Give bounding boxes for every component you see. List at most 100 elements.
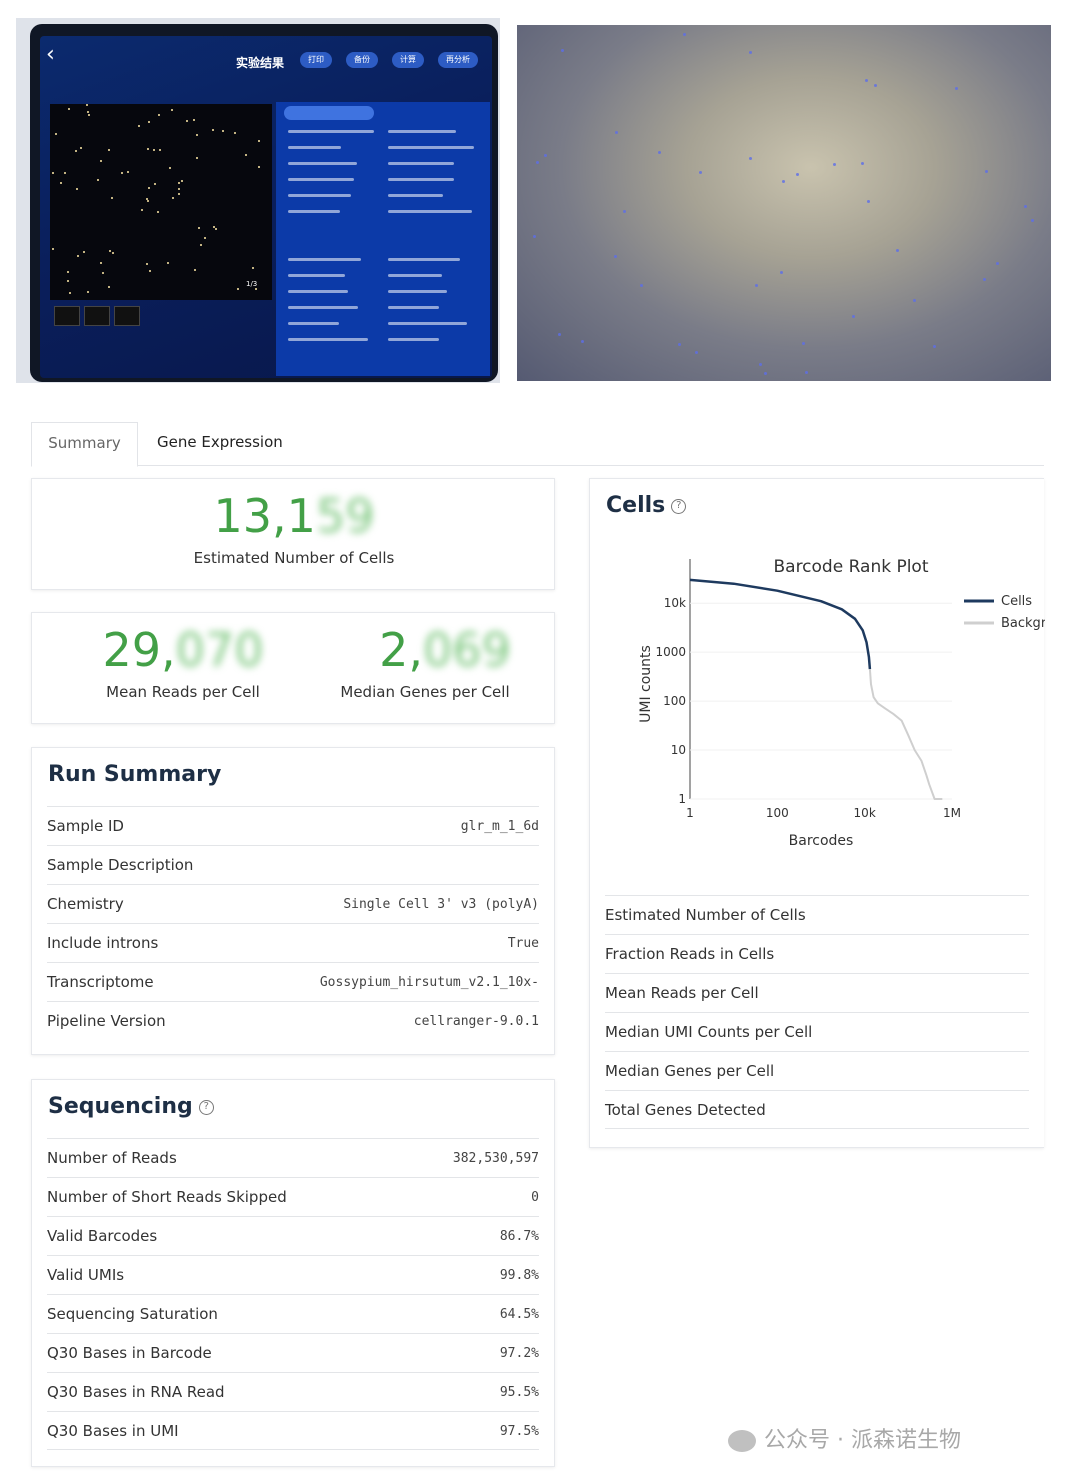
cell-speck	[199, 244, 202, 247]
cell-speck	[698, 170, 702, 174]
cell-speck	[560, 48, 564, 52]
x-tick-label: 10k	[854, 806, 876, 820]
cell-speck	[833, 163, 837, 167]
cell-speck	[172, 196, 175, 199]
cell-speck	[51, 247, 54, 250]
cell-speck	[212, 225, 215, 228]
row-key: Chemistry	[47, 895, 124, 913]
tablet-text-line	[288, 146, 342, 149]
table-row: Number of Short Reads Skipped 0	[47, 1177, 539, 1216]
table-row: Mean Reads per Cell	[605, 973, 1029, 1012]
tablet-text-line	[388, 146, 474, 149]
cell-speck	[60, 182, 63, 185]
cell-speck	[67, 107, 70, 110]
row-key: Valid UMIs	[47, 1266, 125, 1284]
row-key: Number of Short Reads Skipped	[47, 1188, 287, 1206]
cell-speck	[108, 249, 111, 252]
row-value: True	[507, 936, 539, 951]
tablet-text-line	[288, 274, 345, 277]
tab-summary[interactable]: Summary	[31, 422, 138, 467]
tablet-text-line	[388, 194, 444, 197]
row-key: Fraction Reads in Cells	[605, 945, 775, 963]
fluorescence-view: 1/3	[50, 104, 272, 300]
row-key: Median Genes per Cell	[605, 1062, 775, 1080]
help-icon[interactable]: ?	[198, 1099, 214, 1115]
thumbnail	[114, 306, 140, 326]
x-tick-label: 1M	[943, 806, 961, 820]
cell-speck	[233, 131, 236, 134]
cell-speck	[75, 150, 78, 153]
cell-speck	[112, 252, 114, 255]
cell-speck	[152, 148, 155, 151]
cell-speck	[141, 208, 144, 211]
mean-reads-label: Mean Reads per Cell	[106, 683, 260, 701]
tablet-button-compute: 计算	[392, 52, 424, 68]
help-icon[interactable]: ?	[671, 498, 687, 514]
estimated-cells-value: 13,159	[213, 489, 375, 543]
barcode-rank-plot[interactable]: Barcode Rank Plot 1 10 100 1000 10k 1 100 10k 1M B…	[590, 539, 1045, 879]
cell-speck	[186, 120, 189, 123]
cell-speck	[181, 180, 184, 183]
tablet-text-line	[388, 274, 443, 277]
cell-speck	[55, 133, 58, 136]
cell-speck	[120, 171, 123, 174]
series-line-cells	[689, 578, 872, 670]
sequencing-title-text: Sequencing	[48, 1094, 193, 1119]
row-key: Total Genes Detected	[605, 1101, 766, 1119]
cell-speck	[148, 187, 151, 190]
cell-speck	[96, 178, 99, 181]
tablet-text-line	[288, 322, 340, 325]
cell-speck	[779, 270, 783, 274]
cell-speck	[146, 200, 149, 203]
row-key: Pipeline Version	[47, 1012, 166, 1030]
cells-card: Cells? Barcode Rank Plot 1 10 100 1000 10k 1 10…	[589, 478, 1045, 1148]
table-row: Chemistry Single Cell 3' v3 (polyA)	[47, 884, 539, 923]
x-tick-label: 100	[766, 806, 789, 820]
cell-speck	[86, 111, 89, 114]
cell-speck	[147, 148, 150, 151]
table-row: Sample ID glr_m_1_6d	[47, 806, 539, 845]
cells-title: Cells?	[606, 493, 687, 518]
mean-reads-value: 29,070	[102, 623, 264, 677]
cell-speck	[852, 315, 856, 319]
tablet-text-line	[388, 306, 440, 309]
cell-speck	[170, 108, 173, 111]
cell-speck	[79, 146, 82, 149]
cell-speck	[749, 51, 753, 55]
cell-speck	[658, 150, 662, 154]
row-value: cellranger-9.0.1	[413, 1014, 539, 1029]
cell-speck	[995, 262, 999, 266]
cell-speck	[196, 134, 199, 137]
cell-speck	[580, 339, 584, 343]
median-genes-value: 2,069	[379, 623, 511, 677]
cell-speck	[137, 124, 140, 127]
estimated-cells-label: Estimated Number of Cells	[193, 549, 395, 567]
cell-speck	[178, 182, 181, 185]
cell-speck	[107, 148, 110, 151]
table-row: Median Genes per Cell	[605, 1051, 1029, 1090]
cell-speck	[211, 129, 214, 132]
row-key: Sample ID	[47, 817, 124, 835]
tablet-text-line	[288, 130, 374, 133]
cell-speck	[804, 371, 808, 375]
row-key: Mean Reads per Cell	[605, 984, 759, 1002]
tab-gene-expression[interactable]: Gene Expression	[157, 433, 283, 451]
tablet-text-line	[388, 210, 473, 213]
run-summary-card: Run Summary Sample ID glr_m_1_6d Sample D…	[31, 747, 555, 1055]
cell-speck	[1030, 219, 1034, 223]
table-row: Estimated Number of Cells	[605, 895, 1029, 934]
x-tick-label: 1	[686, 806, 694, 820]
cell-speck	[196, 157, 199, 160]
cell-speck	[83, 250, 86, 253]
table-row: Pipeline Version cellranger-9.0.1	[47, 1001, 539, 1040]
row-value: 0	[531, 1190, 539, 1205]
cell-speck	[557, 333, 561, 337]
sequencing-card: Sequencing? Number of Reads 382,530,597 N…	[31, 1079, 555, 1467]
chart-title: Barcode Rank Plot	[773, 557, 928, 577]
cell-speck	[204, 236, 207, 239]
table-row: Q30 Bases in Barcode 97.2%	[47, 1333, 539, 1372]
tablet-text-line	[288, 306, 359, 309]
tablet-text-line	[388, 322, 468, 325]
cell-speck	[88, 113, 91, 116]
cell-speck	[615, 131, 619, 135]
